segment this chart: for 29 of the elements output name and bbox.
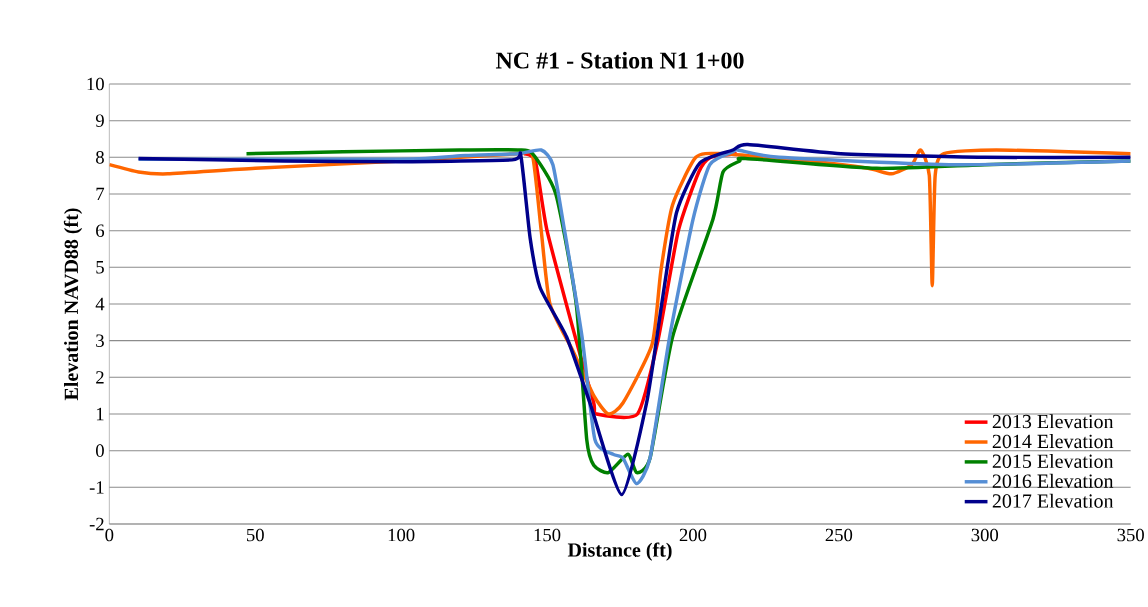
x-tick-label: 100	[388, 528, 415, 542]
x-tick-label: 50	[247, 528, 264, 542]
y-tick-label: 4	[95, 298, 105, 311]
y-tick-label: 8	[96, 151, 104, 164]
legend-label: 2015 Elevation	[992, 454, 1114, 469]
legend-label: 2016 Elevation	[992, 474, 1114, 489]
y-tick-label: 2	[96, 371, 104, 384]
x-tick-label: 300	[971, 528, 999, 542]
y-tick-label: 7	[96, 188, 105, 201]
x-tick-label: 350	[1117, 528, 1144, 542]
x-axis-title: Distance (ft)	[567, 542, 672, 561]
y-tick-label: -2	[89, 517, 104, 531]
x-tick-label: 250	[825, 528, 853, 542]
y-tick-label: 10	[87, 77, 104, 91]
y-axis-title: Elevation NAVD88 (ft)	[63, 208, 83, 401]
chart-title: NC #1 - Station N1 1+00	[495, 51, 744, 69]
y-tick-label: 3	[96, 334, 104, 348]
y-tick-label: 0	[96, 444, 104, 458]
x-tick-label: 0	[105, 528, 114, 542]
y-tick-label: -1	[89, 481, 104, 494]
y-tick-label: 5	[96, 261, 104, 274]
x-tick-label: 200	[679, 528, 707, 542]
legend-label: 2013 Elevation	[992, 414, 1114, 429]
legend-label: 2014 Elevation	[992, 434, 1114, 449]
y-tick-label: 9	[95, 114, 104, 128]
x-tick-label: 150	[534, 528, 561, 542]
y-tick-label: 1	[96, 407, 104, 421]
legend-label: 2017 Elevation	[992, 493, 1114, 508]
y-tick-label: 6	[96, 224, 105, 238]
